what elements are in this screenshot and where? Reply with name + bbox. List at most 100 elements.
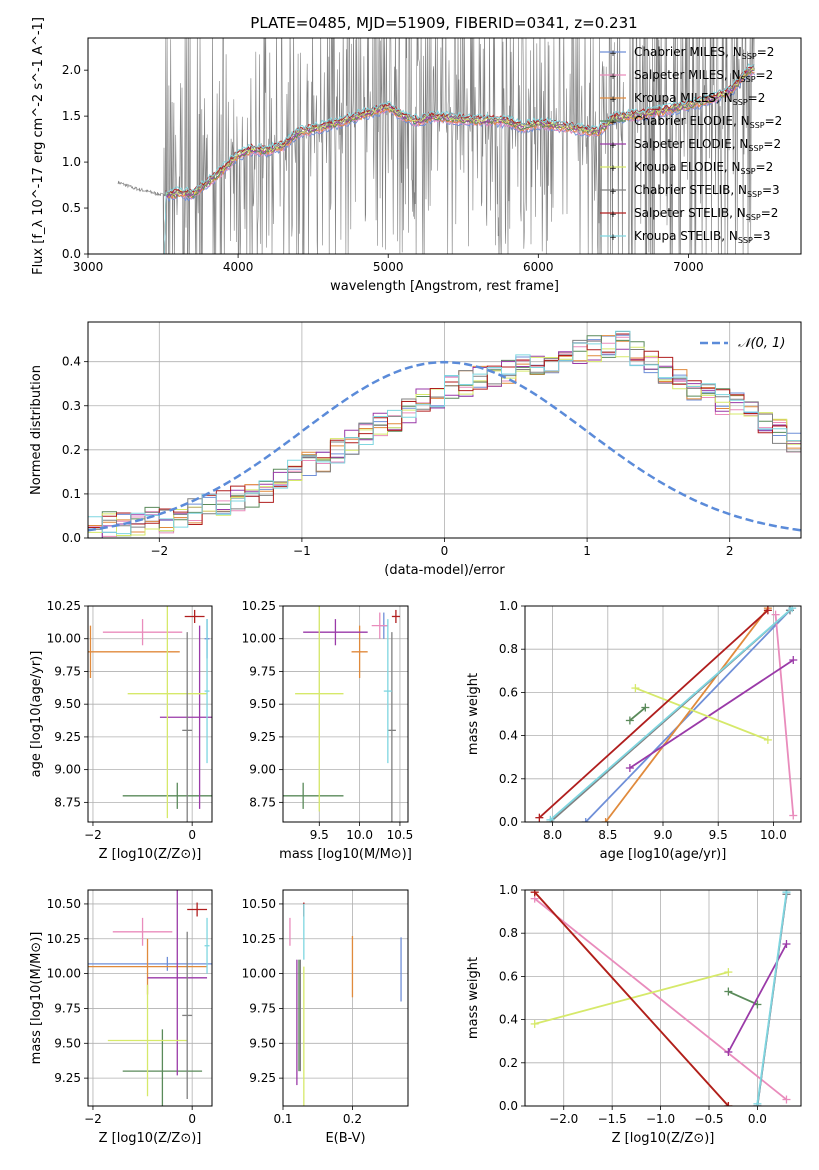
weight-line [534,897,788,1101]
x-tick-label: 10.5 [387,828,414,842]
model-spectrum [163,63,755,254]
panel-spectrum: 3000 4000 5000 6000 7000 0.0 0.5 1.0 1.5 2.0 wavel… [31,17,802,294]
legend-label: Chabrier STELIB, NSSP=3 [634,183,780,199]
legend-nssp: 2 [771,206,779,220]
histogram-step [88,330,801,535]
y-tick-label: 0.8 [499,926,518,940]
legend-nssp: 2 [775,114,783,128]
x-tick-label: 7000 [673,260,704,274]
x-tick-label: −2 [150,544,168,558]
y-tick-label: 9.75 [249,1001,276,1015]
x-tick-label: 2 [726,544,734,558]
y-tick-label: 10.50 [47,897,81,911]
y-tick-label: 9.00 [54,763,81,777]
error-bar-point [182,931,193,1100]
legend-marker: + [609,141,617,151]
model-spectrum [163,64,755,254]
legend-marker: + [609,95,617,105]
x-axis-label: age [log10(age/yr)] [600,847,727,862]
legend-label: 𝒩(0, 1) [738,336,785,351]
legend-model-name: Kroupa STELIB [634,229,721,243]
panel-weight_vs_Z: −2.0 −1.5 −1.0 −0.5 0.0 0.0 0.2 0.4 0.6 0.8 1.0 Z [… [466,883,802,1146]
plot-area-residuals [88,322,801,538]
legend-nssp: 2 [773,137,781,151]
y-tick-label: 9.50 [249,697,276,711]
y-tick-label: 0.0 [62,247,81,261]
residual-legend: 𝒩(0, 1) [700,336,785,351]
x-tick-label: 0.0 [748,1112,767,1126]
weight-line [756,892,788,1104]
plot-area-weight_vs_age [525,606,801,822]
weight-series [625,656,798,772]
legend-label: Salpeter ELODIE, NSSP=2 [634,137,781,153]
legend-model-name: Chabrier ELODIE [634,114,733,128]
weight-line [728,990,758,1006]
error-bar-point [187,902,208,917]
error-bar-point [204,619,210,764]
error-bar-point [122,782,212,809]
weight-line [534,891,730,1106]
y-axis-label: mass weight [466,957,481,1039]
x-axis-label: Z [log10(Z/Z⊙)] [612,1131,715,1146]
plot-area-mass_vs_ebv [283,890,408,1106]
normal-curve [88,360,801,532]
axes-frame [282,605,409,823]
legend-label: Kroupa ELODIE, NSSP=2 [634,160,773,176]
x-axis-label: Z [log10(Z/Z⊙)] [99,847,202,862]
y-tick-label: 10.50 [242,897,276,911]
legend-marker: + [609,72,617,82]
x-tick-label: 0.1 [273,1112,292,1126]
x-tick-label: 1 [583,544,591,558]
error-bar-point [88,956,212,971]
weight-series [753,890,791,1106]
y-tick-label: 0.6 [499,685,518,699]
weight-series [530,890,733,1106]
legend-model-name: Salpeter STELIB [634,206,729,220]
x-tick-label: 0 [441,544,449,558]
x-tick-label: 9.0 [653,828,672,842]
y-tick-label: 0.0 [499,1099,518,1113]
x-tick-label: −1.0 [646,1112,675,1126]
y-tick-label: 0.6 [499,969,518,983]
x-tick-label: 0.2 [343,1112,362,1126]
legend-nssp: 2 [766,160,774,174]
legend-label: Salpeter STELIB, NSSP=2 [634,206,778,222]
y-tick-label: 10.00 [242,967,276,981]
y-tick-label: 1.5 [62,109,81,123]
y-tick-label: 0.1 [62,487,81,501]
legend-label: Chabrier MILES, NSSP=2 [634,45,774,61]
panel-mass_vs_Z: −2 0 9.25 9.50 9.75 10.00 10.25 10.50 Z [log10(Z… [29,889,213,1146]
y-tick-label: 10.25 [242,932,276,946]
legend-marker: + [609,187,617,197]
panel-age_vs_Z: −2 0 8.75 9.00 9.25 9.50 9.75 10.00 10.25 Z [log1… [29,599,213,862]
y-tick-label: 1.0 [62,155,81,169]
plot-area-spectrum [117,38,755,254]
spectrum-legend: + Chabrier MILES, NSSP=2 + Salpeter MILES, … [600,45,782,245]
y-tick-label: 9.75 [54,664,81,678]
x-axis-label: E(B-V) [325,1131,365,1146]
plot-area-mass_vs_Z [88,890,212,1106]
legend-model-name: Kroupa ELODIE [634,160,724,174]
weight-series [535,606,772,822]
x-tick-label: −1.5 [598,1112,627,1126]
y-tick-label: 8.75 [54,795,81,809]
legend-nssp: 2 [766,68,774,82]
y-tick-label: 10.25 [242,599,276,613]
error-bar-point [371,612,388,639]
x-tick-label: 0 [188,1112,196,1126]
legend-label: Kroupa MILES, NSSP=2 [634,91,765,107]
weight-line [774,614,795,816]
x-tick-label: 4000 [223,260,254,274]
error-bar-point [383,619,392,764]
y-tick-label: 10.25 [47,932,81,946]
error-bar-point [204,917,210,974]
x-axis-label: Z [log10(Z/Z⊙)] [99,1131,202,1146]
plot-area-age_vs_mass [283,606,408,822]
weight-line [629,659,794,769]
error-bar-point [102,619,183,646]
weight-line [585,609,791,822]
axes-frame [87,605,213,823]
error-bar-point [147,890,208,1076]
x-tick-label: 6000 [523,260,554,274]
weight-line [629,706,646,722]
